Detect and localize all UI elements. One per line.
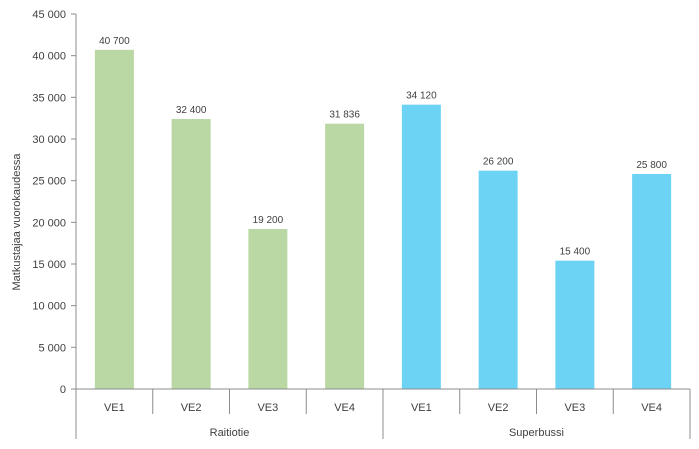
y-tick-label: 5 000 [38, 342, 66, 354]
y-tick-label: 10 000 [32, 301, 66, 313]
bar-raitiotie-ve1 [94, 49, 134, 389]
x-category-label: VE1 [411, 402, 432, 414]
y-axis: 0 5 000 10 000 15 000 20 000 25 000 30 000 35 0… [32, 9, 77, 396]
data-label: 19 200 [253, 215, 284, 226]
y-tick-label: 45 000 [32, 9, 66, 21]
data-label: 32 400 [176, 105, 207, 116]
data-label: 34 120 [406, 91, 437, 102]
x-category-label: VE4 [641, 402, 662, 414]
bar-superbussi-ve3 [555, 260, 595, 389]
y-tick-label: 0 [60, 384, 66, 396]
bar-superbussi-ve2 [478, 170, 518, 389]
x-category-label: VE4 [334, 402, 355, 414]
x-axis: VE1 VE2 VE3 VE4 Raitiotie VE1 VE2 VE3 VE4 Superbu… [75, 388, 691, 439]
data-label: 25 800 [636, 160, 667, 171]
data-label: 40 700 [99, 36, 130, 47]
bar-superbussi-ve1 [401, 104, 441, 390]
x-category-label: VE1 [104, 402, 125, 414]
y-tick-label: 35 000 [32, 92, 66, 104]
x-category-label: VE2 [181, 402, 202, 414]
y-axis-label: Matkustajaa vuorokaudessa [11, 153, 23, 291]
bar-raitiotie-ve2 [171, 119, 211, 389]
y-tick-label: 15 000 [32, 259, 66, 271]
x-category-label: VE2 [488, 402, 509, 414]
bar-superbussi-ve4 [632, 174, 672, 389]
x-category-label: VE3 [257, 402, 278, 414]
bar-raitiotie-ve4 [325, 123, 365, 389]
data-label: 15 400 [560, 247, 591, 258]
y-tick-label: 30 000 [32, 134, 66, 146]
data-label: 31 836 [329, 110, 360, 121]
y-tick-label: 40 000 [32, 51, 66, 63]
bar-raitiotie-ve3 [248, 229, 288, 389]
x-category-label: VE3 [564, 402, 585, 414]
x-group-label: Superbussi [509, 427, 564, 439]
y-tick-label: 25 000 [32, 176, 66, 188]
y-tick-label: 20 000 [32, 217, 66, 229]
x-group-label: Raitiotie [210, 427, 250, 439]
data-label: 26 200 [483, 157, 514, 168]
bars: 40 700 32 400 19 200 31 836 34 120 26 200 15 4… [94, 36, 672, 390]
